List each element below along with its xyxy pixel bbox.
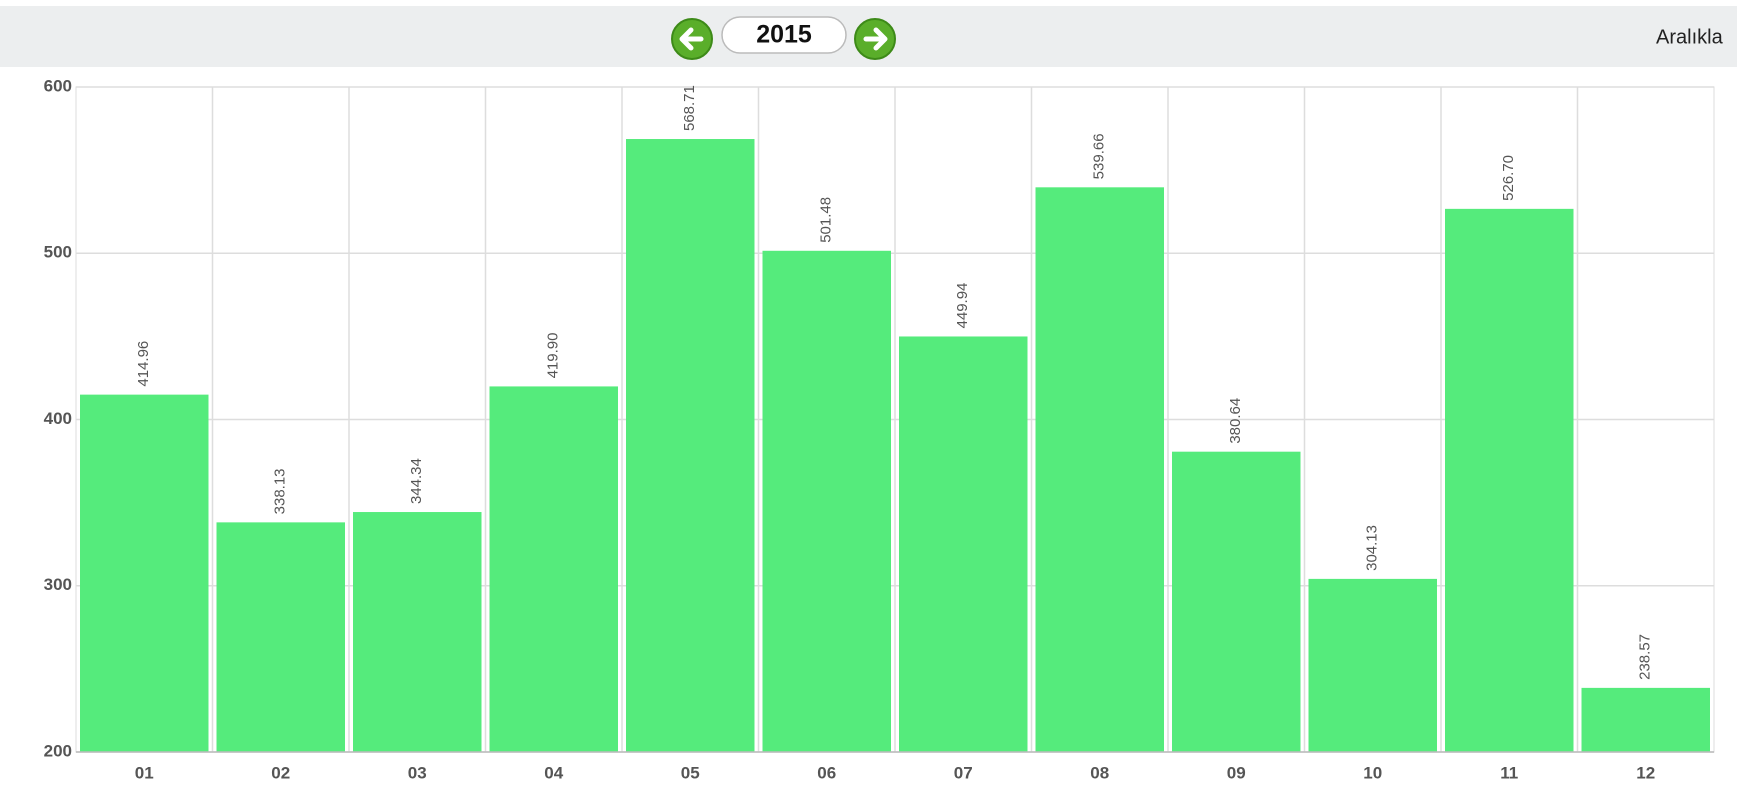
value-label: 238.57 [1637, 634, 1654, 680]
y-tick-label: 600 [44, 76, 72, 95]
bar [1172, 451, 1301, 752]
bar [1581, 687, 1710, 752]
value-label: 501.48 [818, 197, 835, 243]
range-label: Aralıkla [1656, 26, 1724, 48]
x-tick-label: 05 [681, 763, 700, 782]
x-tick-label: 03 [408, 763, 427, 782]
bar [899, 336, 1028, 752]
value-label: 414.96 [135, 341, 152, 387]
x-tick-label: 01 [135, 763, 154, 782]
value-label: 304.13 [1364, 525, 1381, 571]
value-label: 539.66 [1091, 133, 1108, 179]
bar [216, 522, 345, 752]
y-tick-label: 300 [44, 575, 72, 594]
bar [1308, 578, 1437, 752]
x-tick-label: 08 [1090, 763, 1109, 782]
bar [489, 386, 618, 752]
year: 2015 [756, 21, 812, 49]
bar-chart: 200 300 400 500 600 01 414.96 02 338.13 03 344.34 0… [44, 76, 1715, 782]
bar [353, 512, 482, 752]
bar [1445, 208, 1574, 752]
bar [626, 139, 755, 752]
y-tick-label: 400 [44, 409, 72, 428]
x-tick-label: 09 [1227, 763, 1246, 782]
x-tick-label: 07 [954, 763, 973, 782]
x-tick-label: 04 [544, 763, 563, 782]
next-year-button[interactable] [854, 18, 896, 60]
x-tick-label: 10 [1363, 763, 1382, 782]
y-tick-label: 500 [44, 243, 72, 262]
value-label: 419.90 [545, 333, 562, 379]
value-label: 338.13 [272, 468, 289, 514]
value-label: 449.94 [954, 283, 971, 329]
value-label: 568.71 [681, 85, 698, 131]
bar [80, 394, 209, 752]
value-label: 344.34 [408, 458, 425, 504]
x-tick-label: 12 [1636, 763, 1655, 782]
value-label: 526.70 [1500, 155, 1517, 201]
y-tick-label: 200 [44, 741, 72, 760]
prev-year-button[interactable] [671, 18, 713, 60]
year-box [721, 16, 847, 54]
bar [1035, 187, 1164, 752]
x-tick-label: 11 [1500, 763, 1518, 782]
value-label: 380.64 [1227, 398, 1244, 444]
x-tick-label: 06 [817, 763, 836, 782]
x-tick-label: 02 [271, 763, 290, 782]
bar [762, 250, 891, 753]
